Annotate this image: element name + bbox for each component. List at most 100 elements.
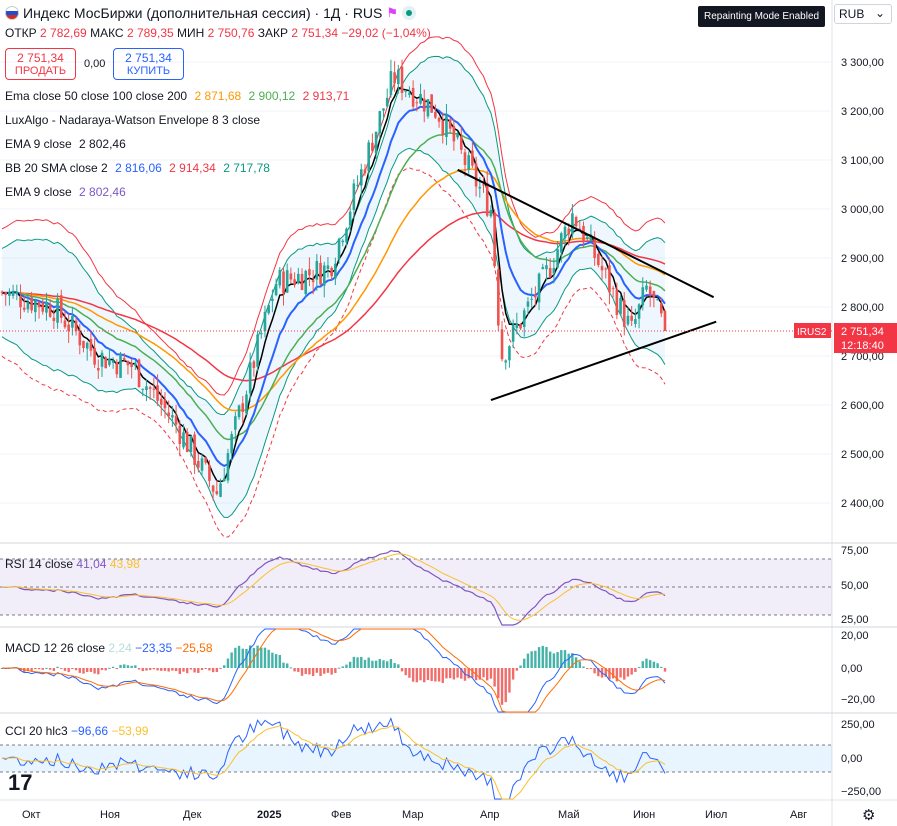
macd-histogram-bar <box>363 659 367 668</box>
currency-select[interactable]: RUB ⌄ <box>834 4 892 24</box>
open-label: ОТКР <box>5 26 37 40</box>
candle-body <box>456 134 459 138</box>
candle-body <box>452 126 456 142</box>
sell-button[interactable]: 2 751,34 ПРОДАТЬ <box>5 48 76 80</box>
price-tick-label: 2 400,00 <box>841 498 884 510</box>
buy-button[interactable]: 2 751,34 КУПИТЬ <box>113 48 184 80</box>
ema-ribbon-legend[interactable]: Ema close 50 close 100 close 200 2 871,6… <box>5 89 353 103</box>
candle-body <box>485 182 489 216</box>
macd-histogram-bar <box>530 651 533 668</box>
candle-body <box>463 152 467 165</box>
repainting-badge: Repainting Mode Enabled <box>698 6 826 27</box>
macd-histogram-bar <box>560 650 563 668</box>
candle-body <box>19 295 22 308</box>
symbol-title[interactable]: Индекс МосБиржи (дополнительная сессия) … <box>23 5 383 21</box>
macd-histogram-bar <box>234 647 237 668</box>
bb-legend[interactable]: BB 20 SMA close 2 2 816,06 2 914,34 2 71… <box>5 161 274 175</box>
ema9b-legend[interactable]: EMA 9 close 2 802,46 <box>5 185 130 199</box>
cci-legend[interactable]: CCI 20 hlc3 −96,66 −53,99 <box>5 724 148 738</box>
candle-body <box>659 303 663 314</box>
candle-body <box>504 360 508 363</box>
macd-histogram-bar <box>586 668 589 669</box>
macd-legend[interactable]: MACD 12 26 close 2,24 −23,35 −25,58 <box>5 641 213 655</box>
macd-histogram-bar <box>519 665 522 668</box>
macd-histogram-bar <box>341 666 344 668</box>
candle-body <box>263 312 267 331</box>
candle-body <box>211 485 215 492</box>
candle-body <box>559 233 563 253</box>
market-status-icon[interactable] <box>402 6 417 20</box>
candle-body <box>163 399 167 409</box>
macd-histogram-bar <box>56 666 59 668</box>
candle-body <box>59 295 63 318</box>
candle-body <box>430 94 433 113</box>
macd-histogram-bar <box>345 664 348 668</box>
macd-tick-label: 0,00 <box>841 663 862 675</box>
ema50-value: 2 871,68 <box>194 89 242 103</box>
russia-flag-icon <box>5 6 19 20</box>
nw-envelope-title: LuxAlgo - Nadaraya-Watson Envelope 8 3 c… <box>5 113 261 127</box>
bb-basis-value: 2 816,06 <box>115 161 162 175</box>
ema100-line <box>1 168 666 412</box>
macd-histogram-bar <box>456 668 459 678</box>
candle-body <box>67 324 70 332</box>
price-tick-label: 2 600,00 <box>841 400 884 412</box>
macd-histogram-bar <box>608 668 611 680</box>
chevron-down-icon: ⌄ <box>874 6 885 20</box>
macd-histogram-bar <box>182 668 185 672</box>
macd-histogram-bar <box>78 668 81 673</box>
macd-histogram-bar <box>471 668 474 678</box>
price-tick-label: 2 700,00 <box>841 351 884 363</box>
flag-marker-icon[interactable]: ⚑ <box>386 5 399 20</box>
macd-histogram-bar <box>223 665 226 668</box>
macd-histogram-bar <box>111 666 115 668</box>
cci-band-fill <box>0 745 832 772</box>
macd-histogram-bar <box>178 668 181 674</box>
macd-histogram-bar <box>400 668 404 672</box>
macd-histogram-bar <box>411 668 415 682</box>
macd-histogram-bar <box>148 668 152 671</box>
candle-body <box>234 416 237 430</box>
macd-histogram-bar <box>278 654 281 668</box>
macd-histogram-bar <box>308 668 311 675</box>
ema-ribbon-title: Ema close 50 close 100 close 200 <box>5 89 188 103</box>
nw-envelope-legend[interactable]: LuxAlgo - Nadaraya-Watson Envelope 8 3 c… <box>5 113 264 127</box>
candle-body <box>326 265 330 269</box>
macd-histogram-bar <box>541 645 544 668</box>
macd-histogram-bar <box>300 668 304 676</box>
candle-body <box>48 304 52 317</box>
macd-histogram-bar <box>348 661 352 668</box>
bb-basis-line <box>1 105 666 468</box>
macd-histogram-bar <box>93 668 96 674</box>
candle-body <box>563 226 567 239</box>
candle-body <box>371 142 374 152</box>
tradingview-logo[interactable]: 17 <box>8 770 33 795</box>
candle-body <box>22 307 26 310</box>
bb-title: BB 20 SMA close 2 <box>5 161 108 175</box>
candle-body <box>619 297 622 315</box>
macd-histogram-bar <box>397 664 400 668</box>
candle-body <box>404 90 408 92</box>
macd-histogram-bar <box>311 668 315 677</box>
candle-body <box>511 324 515 342</box>
candle-body <box>308 269 311 276</box>
settings-gear-icon[interactable]: ⚙ <box>862 807 876 824</box>
ema9-legend[interactable]: EMA 9 close 2 802,46 <box>5 137 130 151</box>
macd-histogram-bar <box>589 668 593 669</box>
low-value: 2 750,76 <box>207 26 255 40</box>
macd-histogram-bar <box>293 668 296 672</box>
macd-histogram-bar <box>289 667 293 669</box>
candle-body <box>445 114 448 137</box>
candle-body <box>597 253 600 266</box>
macd-histogram-bar <box>71 668 74 670</box>
rsi-legend[interactable]: RSI 14 close 41,04 43,98 <box>5 557 140 571</box>
macd-histogram-bar <box>452 668 456 680</box>
candle-body <box>226 453 230 481</box>
candle-body <box>434 112 437 118</box>
candle-body <box>478 186 482 189</box>
macd-histogram-bar <box>460 668 463 679</box>
macd-histogram-bar <box>160 668 163 671</box>
candle-body <box>356 184 359 186</box>
